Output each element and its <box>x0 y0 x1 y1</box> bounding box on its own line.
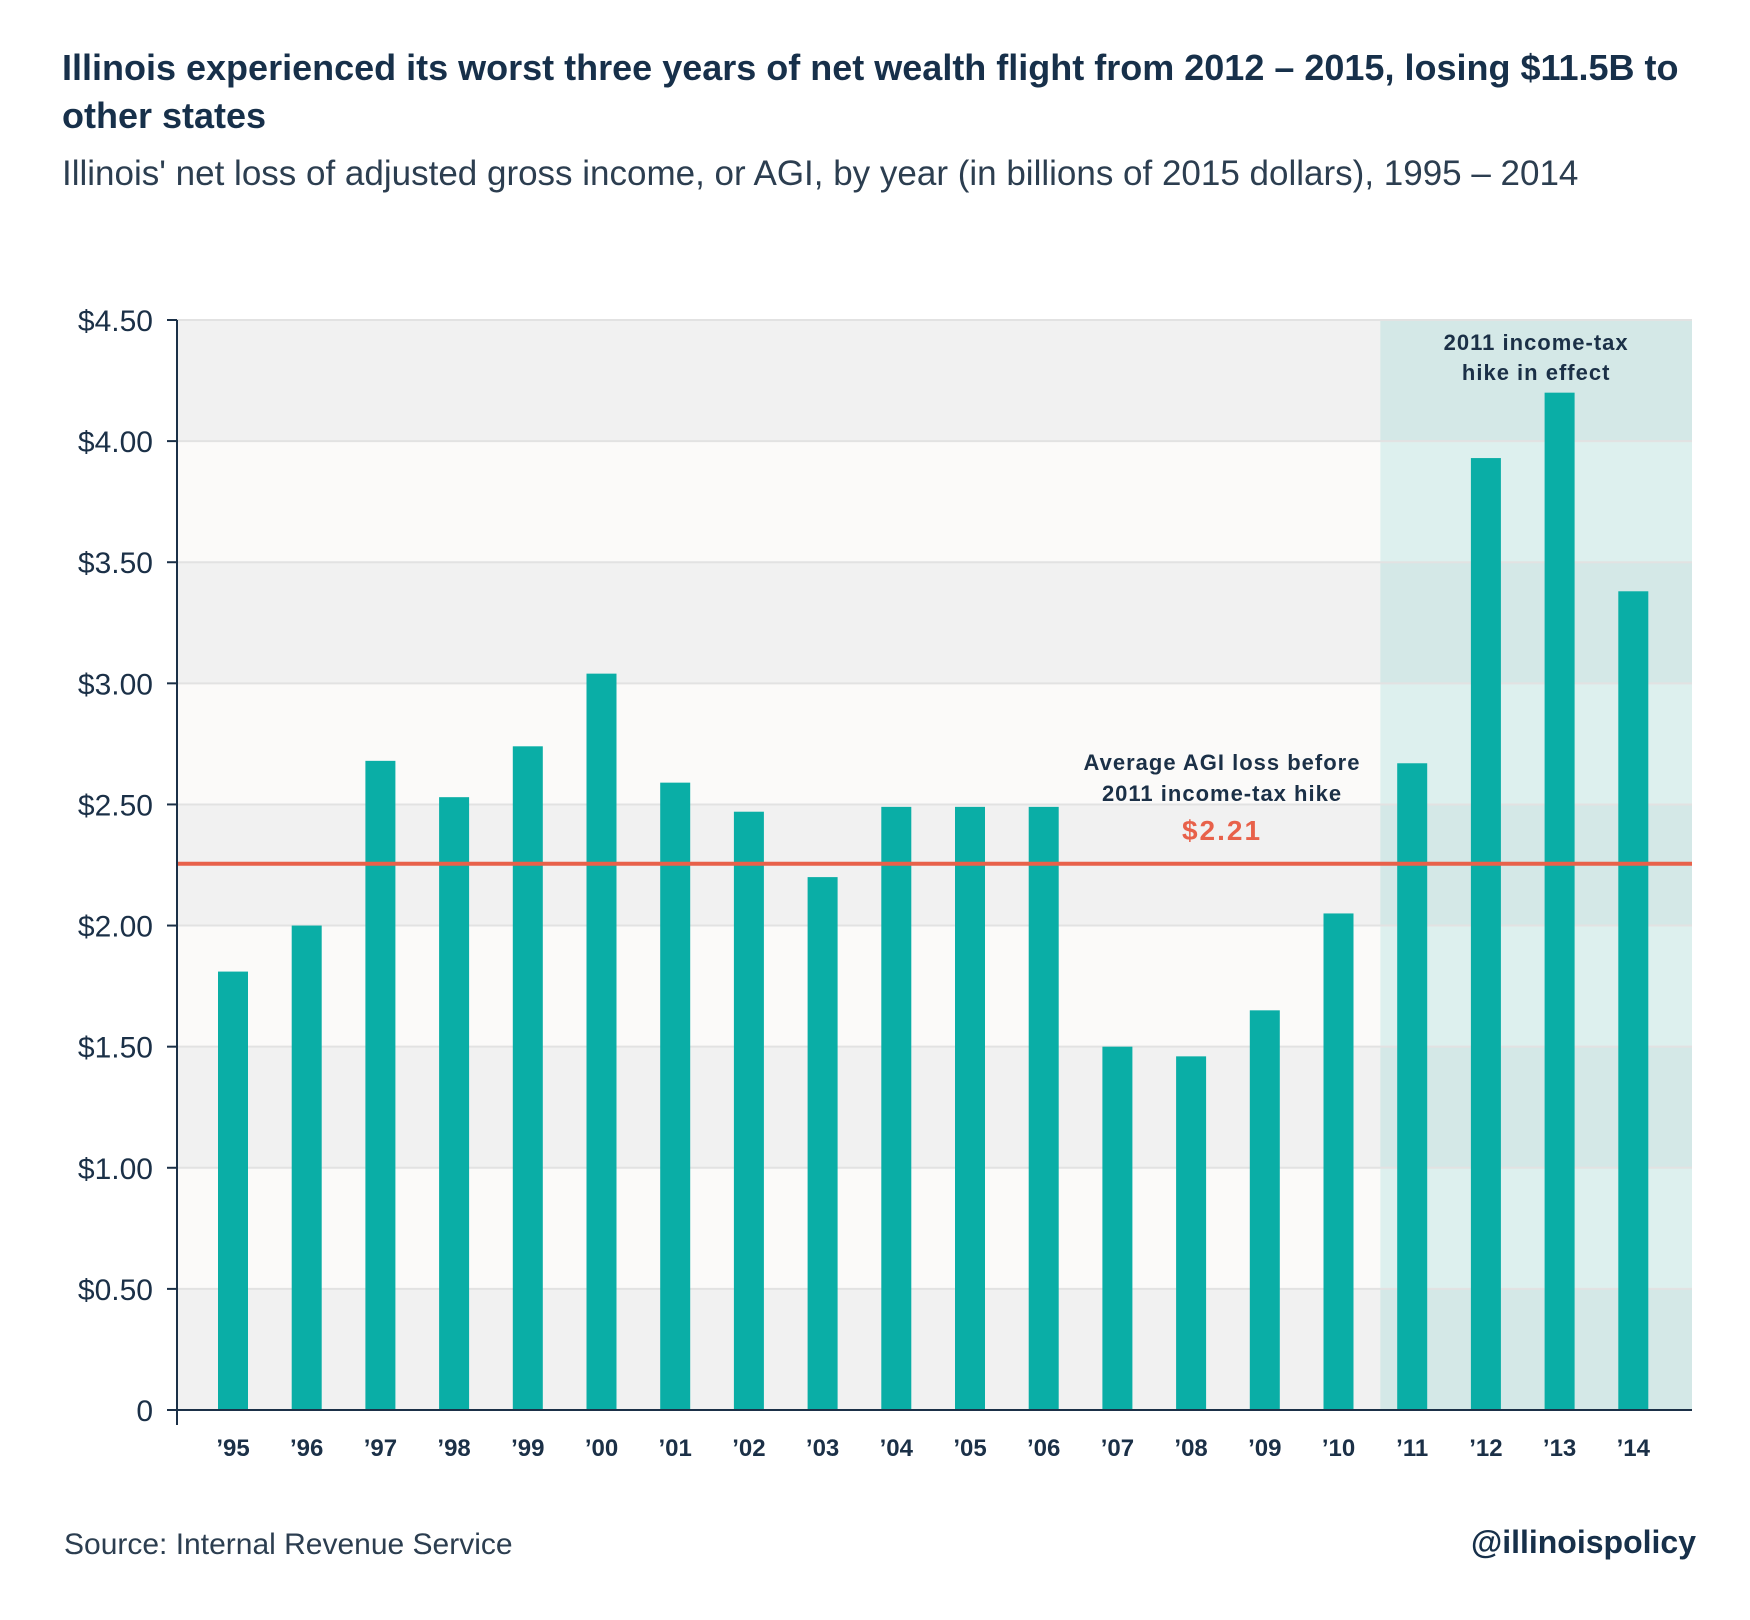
y-tick-label: $2.50 <box>78 789 153 822</box>
bar-10 <box>955 806 985 1410</box>
y-tick-label: 0 <box>136 1395 153 1428</box>
x-tick-label: ’09 <box>1248 1435 1281 1462</box>
y-tick-label: $0.50 <box>78 1274 153 1307</box>
twitter-handle: @illinoispolicy <box>1470 1524 1696 1560</box>
x-tick-label: ’95 <box>216 1435 249 1462</box>
x-tick-label: ’07 <box>1101 1435 1134 1462</box>
x-tick-label: ’98 <box>437 1435 470 1462</box>
y-tick-label: $4.50 <box>78 305 153 338</box>
chart-subtitle: Illinois' net loss of adjusted gross inc… <box>62 154 1579 193</box>
x-tick-label: ’13 <box>1543 1435 1576 1462</box>
x-tick-label: ’12 <box>1469 1435 1502 1462</box>
bar-19 <box>1618 591 1649 1410</box>
bar-1 <box>291 925 322 1410</box>
chart-title: Illinois experienced its worst three yea… <box>62 47 1679 136</box>
bar-6 <box>660 782 691 1410</box>
x-tick-label: ’01 <box>659 1435 692 1462</box>
bar-11 <box>1028 806 1059 1410</box>
x-tick-label: ’04 <box>880 1435 914 1462</box>
y-tick-label: $3.50 <box>78 547 153 580</box>
bar-12 <box>1102 1046 1133 1410</box>
x-tick-label: ’05 <box>953 1435 986 1462</box>
bar-17 <box>1470 458 1501 1411</box>
background-band <box>177 925 1692 1047</box>
background-band <box>177 1167 1692 1289</box>
average-label-line1: Average AGI loss before <box>1084 750 1361 775</box>
bar-4 <box>512 746 543 1410</box>
bar-16 <box>1397 763 1428 1410</box>
x-tick-label: ’03 <box>806 1435 839 1462</box>
bar-15 <box>1323 913 1354 1410</box>
background-band <box>177 683 1692 805</box>
background-band <box>177 441 1692 563</box>
bar-13 <box>1176 1056 1207 1410</box>
bar-5 <box>586 673 617 1410</box>
x-tick-label: ’14 <box>1617 1435 1651 1462</box>
y-tick-label: $1.50 <box>78 1032 153 1065</box>
x-tick-label: ’08 <box>1174 1435 1207 1462</box>
bar-14 <box>1249 1010 1280 1410</box>
background-band <box>177 562 1692 684</box>
y-tick-label: $3.00 <box>78 668 153 701</box>
y-tick-label: $4.00 <box>78 426 153 459</box>
y-tick-label: $1.00 <box>78 1153 153 1186</box>
bar-2 <box>365 760 396 1410</box>
x-tick-label: ’06 <box>1027 1435 1060 1462</box>
bar-7 <box>733 811 764 1410</box>
bar-9 <box>881 806 912 1410</box>
x-tick-label: ’96 <box>290 1435 323 1462</box>
y-tick-label: $2.00 <box>78 911 153 944</box>
bar-18 <box>1544 392 1575 1411</box>
source-note: Source: Internal Revenue Service <box>64 1528 513 1561</box>
bar-chart: 0 $0.50 $1.00 $1.50 $2.00 $2.50 $3.00 $3.50 $4.0… <box>78 305 1692 1462</box>
average-label-line2: 2011 income-tax hike <box>1102 781 1342 806</box>
background-band <box>177 1288 1692 1410</box>
highlight-label-line2: hike in effect <box>1462 360 1610 385</box>
background-band <box>177 1046 1692 1168</box>
x-tick-label: ’00 <box>585 1435 618 1462</box>
x-tick-label: ’97 <box>364 1435 397 1462</box>
bar-8 <box>807 877 838 1410</box>
x-tick-label: ’99 <box>511 1435 544 1462</box>
x-tick-label: ’02 <box>732 1435 765 1462</box>
background-band <box>177 320 1692 442</box>
average-value-label: $2.21 <box>1182 815 1262 846</box>
x-tick-label: ’10 <box>1322 1435 1355 1462</box>
x-tick-label: ’11 <box>1396 1435 1428 1462</box>
bar-0 <box>218 971 248 1410</box>
highlight-label-line1: 2011 income-tax <box>1444 330 1629 355</box>
bar-3 <box>439 797 470 1410</box>
